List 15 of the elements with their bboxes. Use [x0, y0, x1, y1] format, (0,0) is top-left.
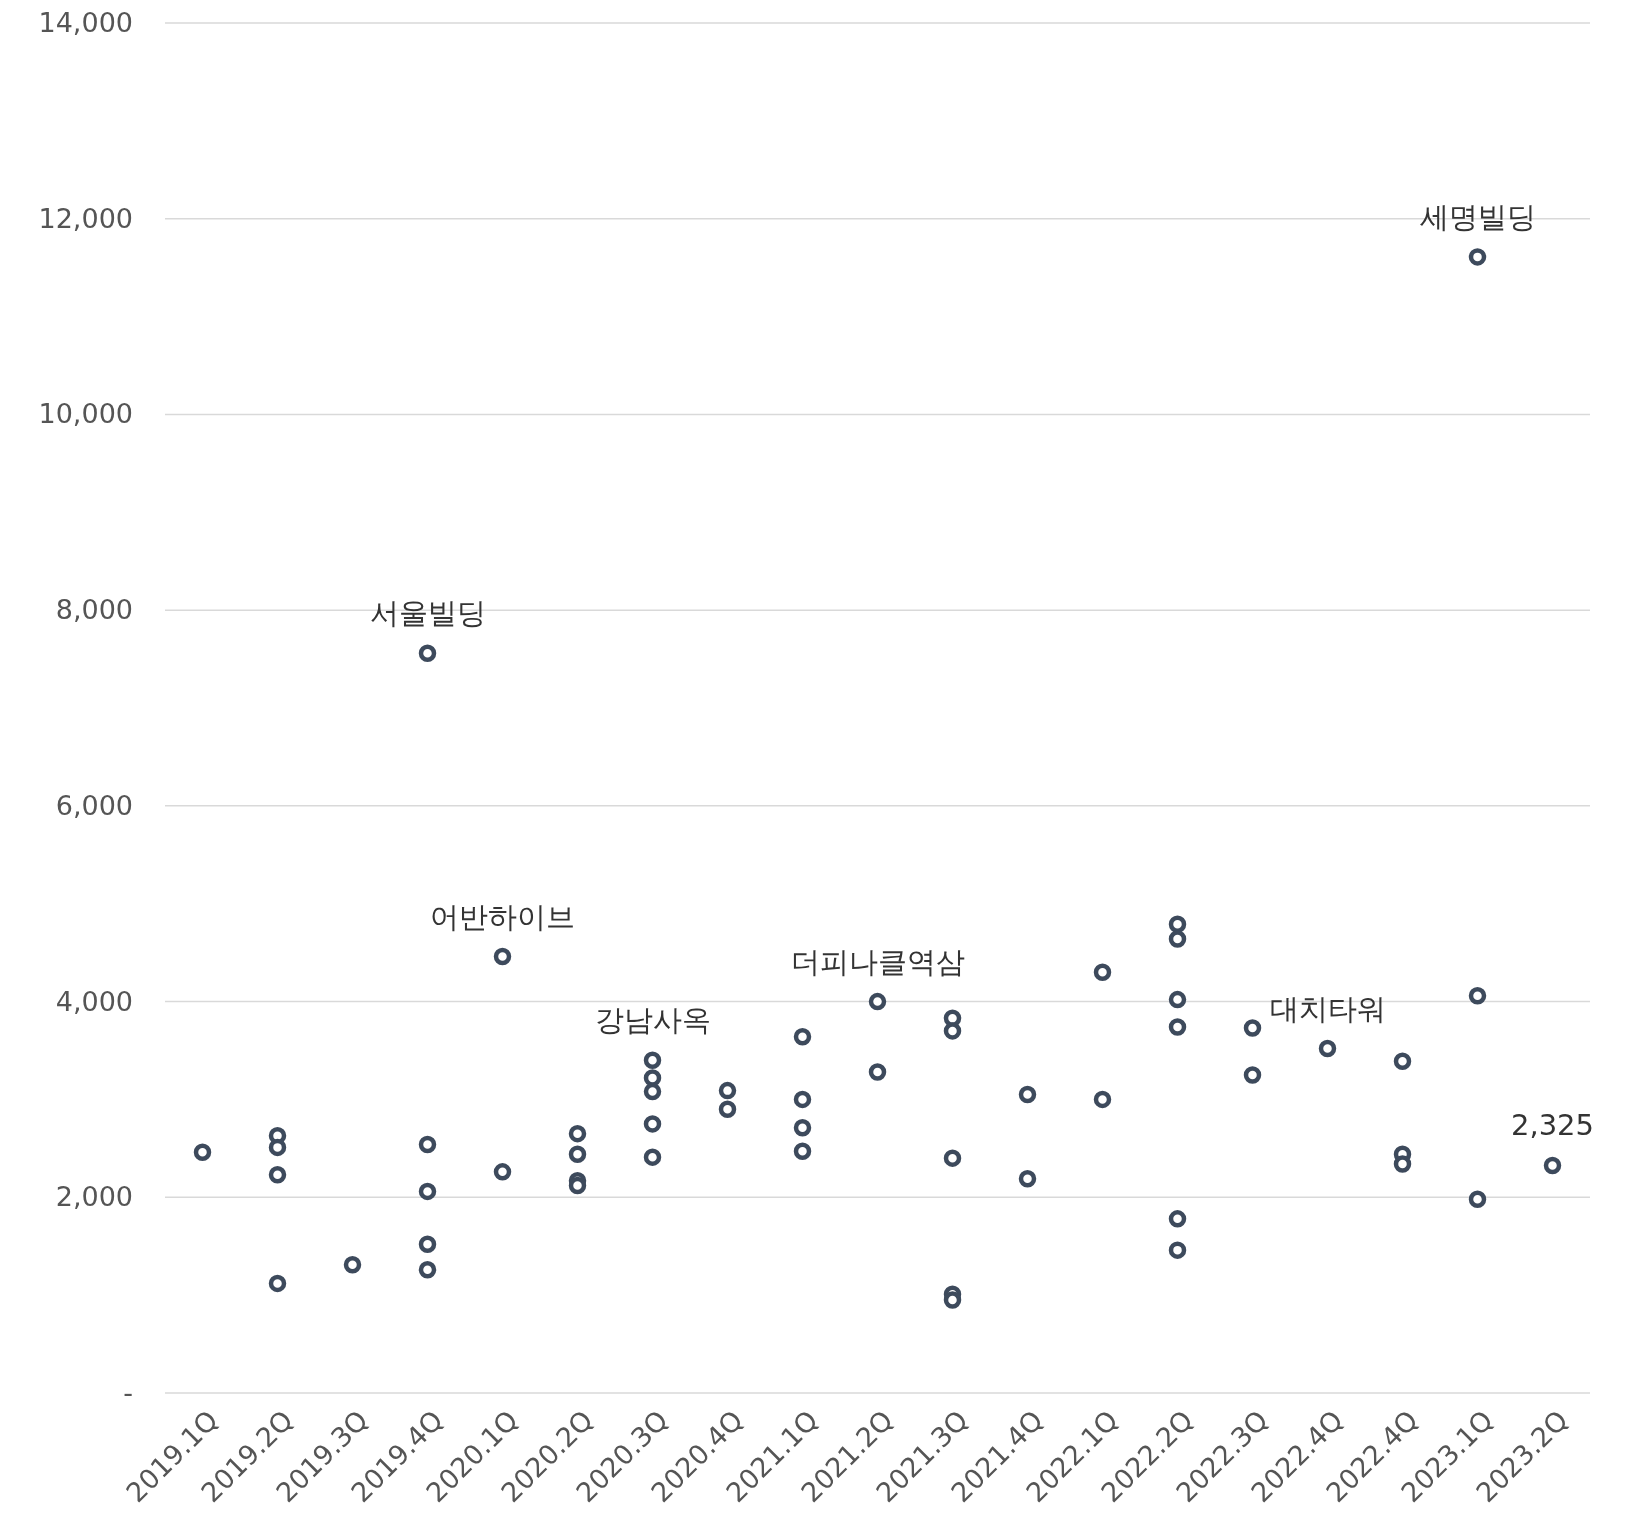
data-label: 대치타워	[1269, 991, 1386, 1026]
data-label: 2,325	[1510, 1108, 1595, 1143]
y-tick-label: -	[123, 1377, 133, 1408]
data-label: 서울빌딩	[369, 596, 486, 631]
y-tick-label: 14,000	[38, 7, 133, 38]
y-tick-label: 12,000	[38, 202, 133, 234]
y-tick-label: 8,000	[55, 594, 133, 626]
y-tick-label: 6,000	[55, 789, 133, 821]
data-label: 강남사옥	[594, 1003, 711, 1038]
data-label: 세명빌딩	[1419, 199, 1536, 234]
data-label: 어반하이브	[430, 899, 575, 934]
y-tick-label: 2,000	[55, 1181, 133, 1213]
y-tick-label: 4,000	[55, 985, 133, 1017]
data-label: 더피나클역삼	[790, 944, 965, 979]
y-tick-label: 10,000	[38, 398, 133, 430]
